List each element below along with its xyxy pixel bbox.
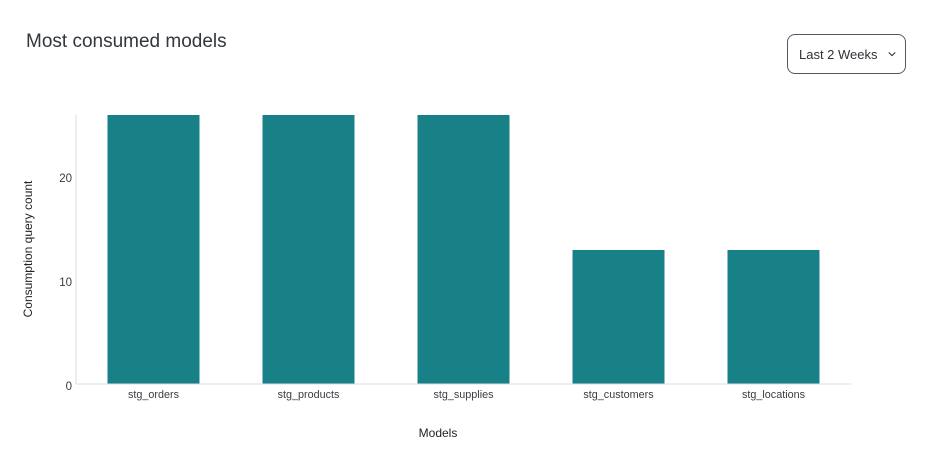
svg-text:stg_products: stg_products [278, 389, 340, 401]
svg-text:10: 10 [59, 277, 72, 289]
svg-text:Models: Models [419, 426, 458, 440]
svg-text:stg_customers: stg_customers [583, 389, 654, 401]
svg-text:Consumption query count: Consumption query count [21, 180, 35, 317]
svg-text:stg_supplies: stg_supplies [433, 389, 494, 401]
svg-text:stg_locations: stg_locations [742, 389, 806, 401]
svg-text:stg_orders: stg_orders [128, 389, 180, 401]
svg-text:20: 20 [59, 173, 72, 185]
svg-text:0: 0 [66, 381, 72, 393]
